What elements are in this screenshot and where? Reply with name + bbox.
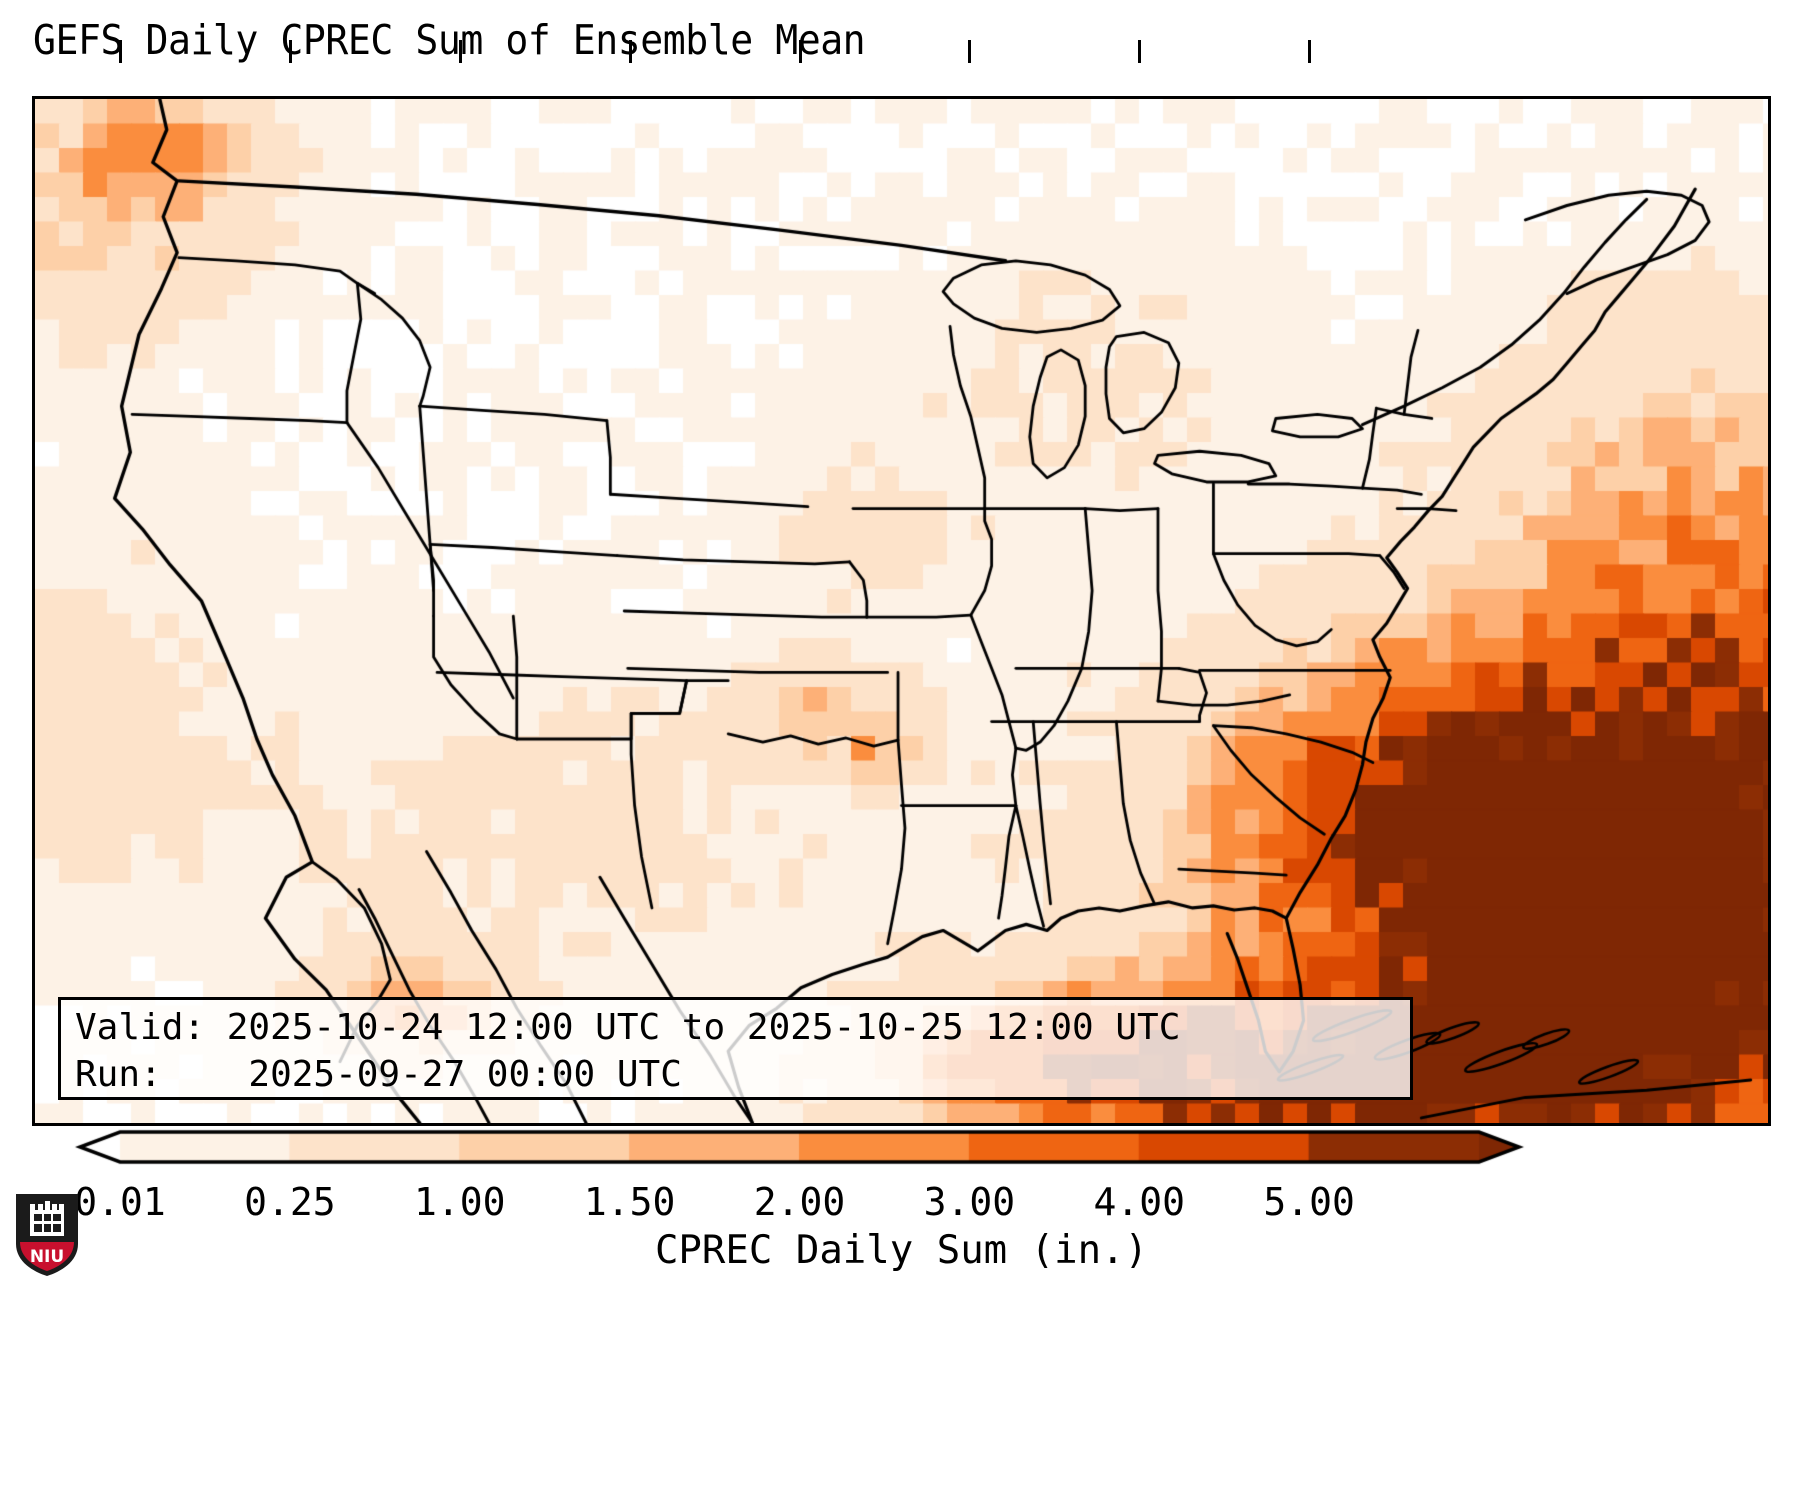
colorbar-tick-label: 3.00: [923, 1180, 1016, 1224]
colorbar-tick: [628, 40, 632, 63]
colorbar-tick: [1308, 40, 1312, 63]
colorbar-axis-label: CPREC Daily Sum (in.): [654, 1228, 1149, 1273]
colorbar-tick-label: 2.00: [753, 1180, 846, 1224]
colorbar-tick-label: 0.25: [244, 1180, 336, 1224]
colorbar-tick: [1138, 40, 1142, 63]
colorbar-canvas: [32, 1128, 1771, 1198]
page-title: GEFS Daily CPREC Sum of Ensemble Mean: [33, 16, 866, 64]
colorbar-tick: [458, 40, 462, 63]
colorbar-tick-label: 1.00: [413, 1180, 506, 1224]
forecast-info-box: Valid: 2025-10-24 12:00 UTC to 2025-10-2…: [58, 997, 1413, 1100]
colorbar-tick: [119, 40, 122, 63]
colorbar: [32, 1128, 1771, 1198]
valid-time-line: Valid: 2025-10-24 12:00 UTC to 2025-10-2…: [75, 1007, 1181, 1048]
precipitation-map: [32, 96, 1771, 1126]
colorbar-tick-label: 4.00: [1093, 1180, 1186, 1224]
colorbar-tick: [798, 40, 802, 63]
colorbar-tick-label: 0.01: [74, 1180, 166, 1224]
svg-text:NIU: NIU: [30, 1247, 64, 1267]
niu-logo-icon: NIU: [16, 1194, 78, 1276]
colorbar-tick-label: 1.50: [583, 1180, 676, 1224]
colorbar-tick-label: 5.00: [1263, 1180, 1355, 1224]
run-time-line: Run: 2025-09-27 00:00 UTC: [75, 1054, 682, 1095]
precipitation-heatmap-canvas: [35, 99, 1768, 1123]
colorbar-tick: [288, 40, 292, 63]
colorbar-tick: [968, 40, 972, 63]
